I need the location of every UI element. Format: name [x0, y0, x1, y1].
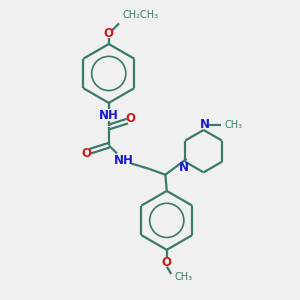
- Text: N: N: [200, 118, 210, 131]
- Text: O: O: [82, 147, 92, 160]
- Text: CH₃: CH₃: [174, 272, 192, 282]
- Text: O: O: [162, 256, 172, 269]
- Text: CH₂CH₃: CH₂CH₃: [122, 11, 158, 20]
- Text: O: O: [126, 112, 136, 125]
- Text: N: N: [179, 160, 189, 174]
- Text: CH₃: CH₃: [225, 120, 243, 130]
- Text: NH: NH: [114, 154, 134, 167]
- Text: O: O: [104, 27, 114, 40]
- Text: NH: NH: [99, 109, 119, 122]
